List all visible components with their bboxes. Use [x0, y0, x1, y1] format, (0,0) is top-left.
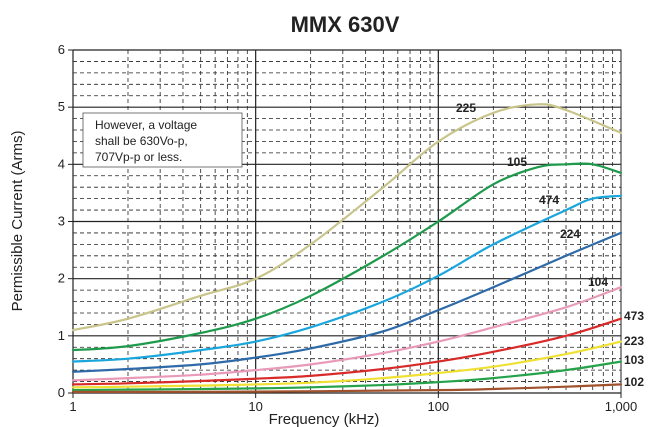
x-axis-label: Frequency (kHz) — [269, 411, 380, 427]
x-tick-label: 1,000 — [605, 399, 638, 414]
series-line-223 — [71, 340, 623, 389]
y-tick-label: 4 — [58, 156, 65, 171]
series-line-102 — [71, 383, 623, 393]
chart-title: MMX 630V — [291, 12, 400, 37]
note-line-1: However, a voltage — [95, 118, 197, 132]
y-tick-label: 0 — [58, 385, 65, 400]
series-line-473 — [71, 317, 623, 386]
series-label-105: 105 — [507, 155, 527, 169]
note-line-3: 707Vp-p or less. — [95, 150, 182, 164]
y-tick-label: 5 — [58, 99, 65, 114]
series-label-473: 473 — [624, 309, 644, 323]
series-line-104 — [71, 286, 623, 382]
series-label-102: 102 — [624, 375, 644, 389]
series-label-103: 103 — [624, 353, 644, 367]
x-tick-label: 100 — [427, 399, 449, 414]
y-tick-label: 1 — [58, 328, 65, 343]
note-box — [82, 112, 243, 168]
series-line-225 — [71, 103, 623, 332]
plot-grid — [72, 49, 621, 394]
y-axis-label: Permissible Current (Arms) — [9, 131, 26, 312]
x-tick-label: 10 — [248, 399, 262, 414]
series-label-225: 225 — [456, 101, 476, 115]
note-line-2: shall be 630Vo-p, — [95, 134, 188, 148]
series-line-105 — [71, 162, 623, 352]
y-tick-label: 2 — [58, 271, 65, 286]
y-tick-label: 3 — [58, 214, 65, 229]
series-label-474: 474 — [539, 193, 559, 207]
y-tick-label: 6 — [58, 42, 65, 57]
series-line-103 — [71, 360, 623, 392]
series-layer: 225 105 474 224 104 473 223 103 102 — [71, 101, 644, 393]
series-line-474 — [71, 194, 623, 363]
series-label-223: 223 — [624, 334, 644, 348]
series-label-224: 224 — [560, 227, 580, 241]
x-tick-label: 1 — [69, 399, 76, 414]
series-label-104: 104 — [588, 275, 608, 289]
voltage-note: However, a voltage shall be 630Vo-p, 707… — [82, 112, 243, 168]
series-line-224 — [71, 231, 623, 373]
